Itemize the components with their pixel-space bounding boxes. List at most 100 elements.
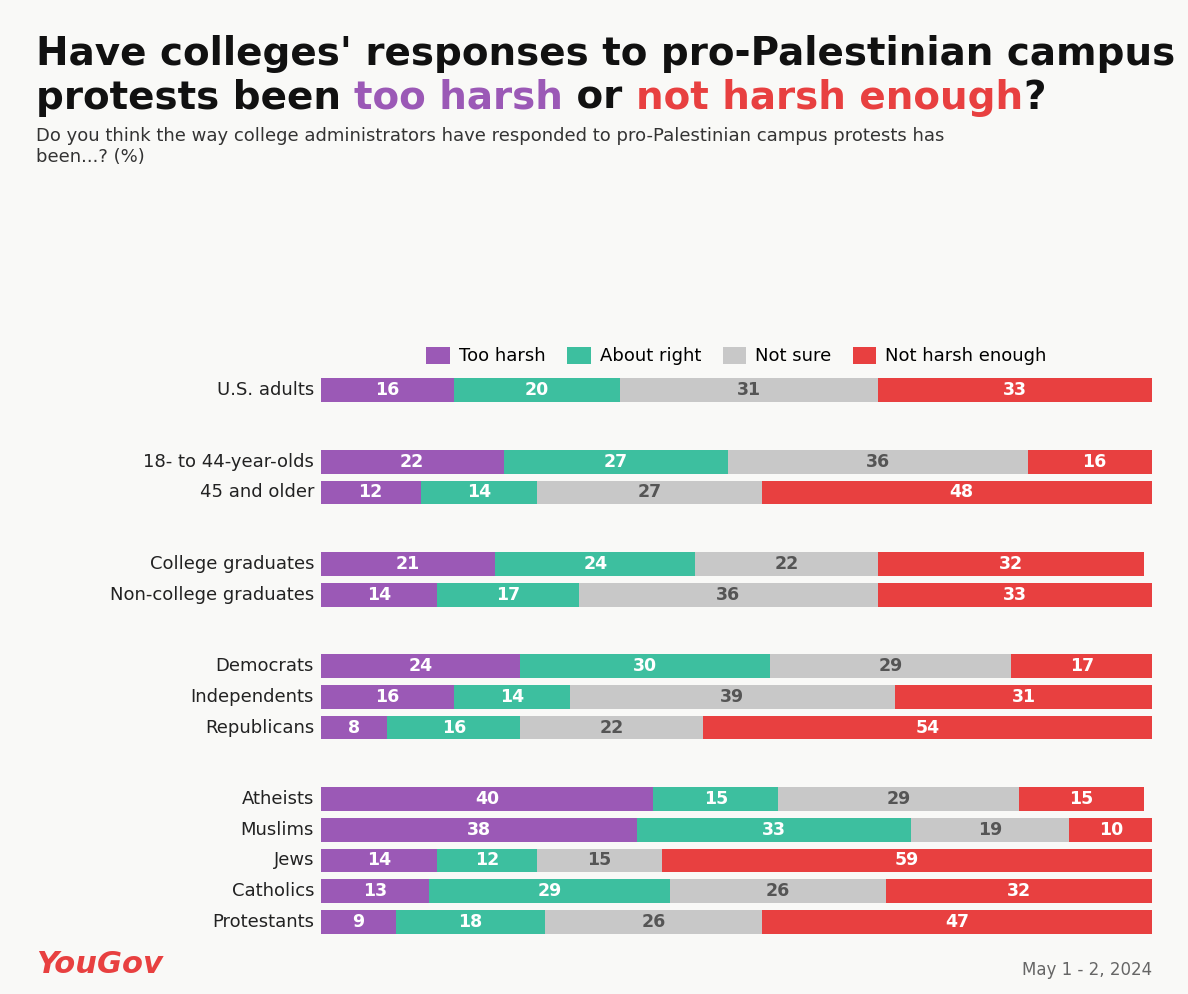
Text: 12: 12 — [359, 483, 383, 502]
Text: Muslims: Muslims — [241, 821, 314, 839]
Text: 24: 24 — [583, 555, 607, 574]
Text: 54: 54 — [916, 719, 940, 737]
Text: 30: 30 — [633, 657, 657, 675]
Text: 22: 22 — [600, 719, 624, 737]
Text: 14: 14 — [367, 852, 391, 870]
Bar — [504, 450, 728, 474]
Bar — [321, 849, 437, 873]
Text: 20: 20 — [525, 382, 549, 400]
Text: YouGov: YouGov — [36, 950, 163, 979]
Text: 31: 31 — [1011, 688, 1036, 706]
Bar — [579, 582, 878, 606]
Text: 17: 17 — [495, 585, 520, 603]
Text: 29: 29 — [878, 657, 903, 675]
Text: U.S. adults: U.S. adults — [217, 382, 314, 400]
Text: 26: 26 — [642, 912, 665, 930]
Bar — [762, 910, 1152, 933]
Bar — [778, 787, 1019, 811]
Text: 38: 38 — [467, 821, 491, 839]
Bar — [620, 379, 878, 403]
Bar — [321, 654, 520, 678]
Bar — [653, 787, 778, 811]
Text: 32: 32 — [1007, 882, 1031, 901]
Bar — [396, 910, 545, 933]
Bar — [878, 582, 1152, 606]
Text: 15: 15 — [587, 852, 612, 870]
Bar — [454, 379, 620, 403]
Bar — [321, 685, 454, 709]
Text: 16: 16 — [1082, 453, 1106, 471]
Text: 21: 21 — [396, 555, 421, 574]
Bar — [321, 716, 387, 740]
Text: ?: ? — [1023, 79, 1045, 116]
Bar — [429, 880, 670, 903]
Text: 15: 15 — [703, 790, 728, 808]
Text: Republicans: Republicans — [204, 719, 314, 737]
Text: Protestants: Protestants — [213, 912, 314, 930]
Text: 12: 12 — [475, 852, 499, 870]
Text: 33: 33 — [1003, 585, 1028, 603]
Text: 16: 16 — [375, 688, 399, 706]
Bar — [1028, 450, 1161, 474]
Text: 19: 19 — [978, 821, 1003, 839]
Bar — [878, 553, 1144, 576]
Text: 16: 16 — [375, 382, 399, 400]
Bar — [437, 582, 579, 606]
Bar — [703, 716, 1152, 740]
Bar — [520, 654, 770, 678]
Text: 33: 33 — [1003, 382, 1028, 400]
Bar — [321, 481, 421, 504]
Bar — [545, 910, 762, 933]
Text: 24: 24 — [409, 657, 432, 675]
Bar — [537, 481, 762, 504]
Text: 48: 48 — [949, 483, 973, 502]
Bar — [728, 450, 1028, 474]
Text: 32: 32 — [999, 555, 1023, 574]
Bar — [662, 849, 1152, 873]
Text: Independents: Independents — [191, 688, 314, 706]
Bar — [454, 685, 570, 709]
Bar — [520, 716, 703, 740]
Bar — [570, 685, 895, 709]
Text: Non-college graduates: Non-college graduates — [109, 585, 314, 603]
Text: 29: 29 — [537, 882, 562, 901]
Bar — [321, 379, 454, 403]
Text: 18- to 44-year-olds: 18- to 44-year-olds — [144, 453, 314, 471]
Text: Jews: Jews — [273, 852, 314, 870]
Bar — [886, 880, 1152, 903]
Text: 16: 16 — [442, 719, 466, 737]
Text: 14: 14 — [500, 688, 524, 706]
Legend: Too harsh, About right, Not sure, Not harsh enough: Too harsh, About right, Not sure, Not ha… — [419, 339, 1054, 373]
Text: 33: 33 — [762, 821, 786, 839]
Text: 31: 31 — [737, 382, 762, 400]
Text: 14: 14 — [367, 585, 391, 603]
Bar — [637, 818, 911, 842]
Bar — [1069, 818, 1152, 842]
Text: not harsh enough: not harsh enough — [636, 79, 1023, 116]
Bar — [437, 849, 537, 873]
Text: Have colleges' responses to pro-Palestinian campus: Have colleges' responses to pro-Palestin… — [36, 35, 1175, 73]
Bar — [321, 818, 637, 842]
Text: 45 and older: 45 and older — [200, 483, 314, 502]
Text: 17: 17 — [1069, 657, 1094, 675]
Bar — [878, 379, 1152, 403]
Text: or: or — [563, 79, 636, 116]
Text: too harsh: too harsh — [354, 79, 563, 116]
Text: 13: 13 — [362, 882, 387, 901]
Bar — [695, 553, 878, 576]
Bar — [321, 450, 504, 474]
Text: 39: 39 — [720, 688, 745, 706]
Text: 36: 36 — [866, 453, 890, 471]
Text: 26: 26 — [766, 882, 790, 901]
Text: 40: 40 — [475, 790, 499, 808]
Text: 22: 22 — [400, 453, 424, 471]
Bar — [770, 654, 1011, 678]
Bar — [895, 685, 1152, 709]
Text: 22: 22 — [775, 555, 798, 574]
Bar — [321, 880, 429, 903]
Text: 14: 14 — [467, 483, 491, 502]
Bar — [321, 553, 495, 576]
Text: 27: 27 — [604, 453, 628, 471]
Text: Catholics: Catholics — [232, 882, 314, 901]
Text: Do you think the way college administrators have responded to pro-Palestinian ca: Do you think the way college administrat… — [36, 127, 944, 166]
